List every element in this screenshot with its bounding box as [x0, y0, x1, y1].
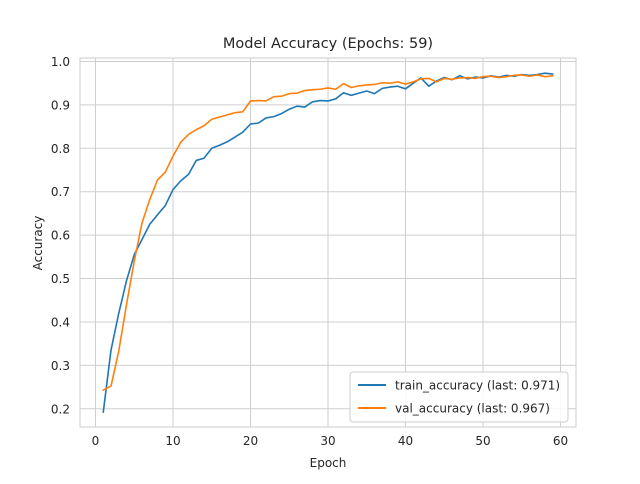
y-tick-label: 0.5	[51, 272, 70, 286]
x-tick-label: 20	[243, 434, 258, 448]
x-tick-label: 60	[553, 434, 568, 448]
y-tick-label: 0.8	[51, 142, 70, 156]
x-tick-label: 10	[165, 434, 180, 448]
x-axis-label: Epoch	[310, 456, 347, 470]
chart-title: Model Accuracy (Epochs: 59)	[223, 36, 433, 52]
y-tick-label: 0.6	[51, 229, 70, 243]
y-tick-label: 0.2	[51, 402, 70, 416]
y-tick-label: 0.9	[51, 98, 70, 112]
legend: train_accuracy (last: 0.971) val_accurac…	[350, 372, 568, 422]
y-tick-label: 0.3	[51, 359, 70, 373]
x-tick-label: 40	[398, 434, 413, 448]
legend-label-train-accuracy: train_accuracy (last: 0.971)	[395, 379, 560, 393]
y-tick-label: 1.0	[51, 55, 70, 69]
legend-label-val-accuracy: val_accuracy (last: 0.967)	[395, 402, 550, 416]
y-axis-label: Accuracy	[31, 216, 45, 271]
x-tick-label: 0	[92, 434, 100, 448]
y-tick-label: 0.4	[51, 315, 70, 329]
x-tick-label: 30	[320, 434, 335, 448]
y-tick-label: 0.7	[51, 185, 70, 199]
x-tick-label: 50	[475, 434, 490, 448]
